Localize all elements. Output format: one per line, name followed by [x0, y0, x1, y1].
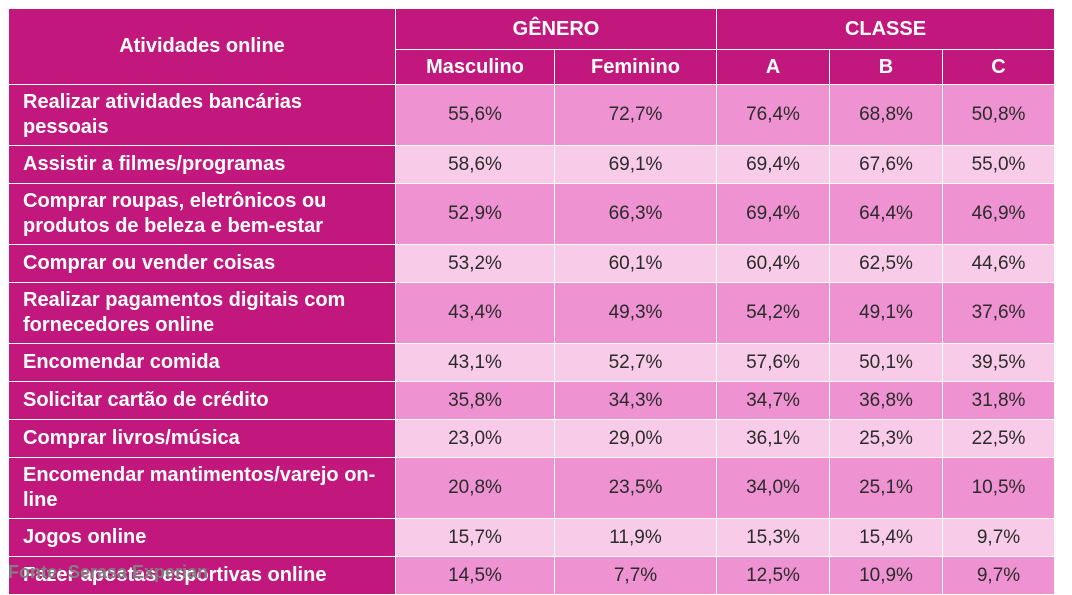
- value-cell-masculino: 20,8%: [395, 457, 555, 519]
- value-cell-feminino: 23,5%: [554, 457, 717, 519]
- table-body: Realizar atividades bancárias pessoais 55…: [8, 84, 1055, 595]
- value-cell-feminino: 69,1%: [554, 145, 717, 184]
- table-row: Encomendar comida 43,1% 52,7% 57,6% 50,1% 39,…: [8, 343, 1055, 382]
- value-cell-a: 69,4%: [716, 183, 830, 245]
- value-cell-masculino: 14,5%: [395, 556, 555, 595]
- value-cell-a: 60,4%: [716, 244, 830, 283]
- value-cell-feminino: 29,0%: [554, 419, 717, 458]
- value-cell-masculino: 52,9%: [395, 183, 555, 245]
- row-label-header: Atividades online: [8, 8, 396, 85]
- row-label: Comprar roupas, eletrônicos ou produtos …: [8, 183, 396, 245]
- value-cell-feminino: 49,3%: [554, 282, 717, 344]
- value-cell-feminino: 7,7%: [554, 556, 717, 595]
- value-cell-masculino: 43,4%: [395, 282, 555, 344]
- value-cell-b: 62,5%: [829, 244, 943, 283]
- row-label: Realizar pagamentos digitais com fornece…: [8, 282, 396, 344]
- value-cell-feminino: 66,3%: [554, 183, 717, 245]
- table-row: Comprar livros/música 23,0% 29,0% 36,1% 25,3…: [8, 419, 1055, 458]
- value-cell-a: 69,4%: [716, 145, 830, 184]
- table-row: Realizar pagamentos digitais com fornece…: [8, 282, 1055, 344]
- value-cell-feminino: 11,9%: [554, 518, 717, 557]
- row-label: Solicitar cartão de crédito: [8, 381, 396, 420]
- group-header-classe: CLASSE: [716, 8, 1055, 50]
- value-cell-feminino: 52,7%: [554, 343, 717, 382]
- value-cell-b: 25,3%: [829, 419, 943, 458]
- value-cell-c: 9,7%: [942, 556, 1055, 595]
- value-cell-masculino: 55,6%: [395, 84, 555, 146]
- value-cell-a: 54,2%: [716, 282, 830, 344]
- value-cell-c: 37,6%: [942, 282, 1055, 344]
- column-header-feminino: Feminino: [554, 49, 717, 85]
- value-cell-c: 10,5%: [942, 457, 1055, 519]
- value-cell-b: 67,6%: [829, 145, 943, 184]
- value-cell-masculino: 23,0%: [395, 419, 555, 458]
- value-cell-a: 34,7%: [716, 381, 830, 420]
- value-cell-feminino: 72,7%: [554, 84, 717, 146]
- value-cell-a: 15,3%: [716, 518, 830, 557]
- row-label: Fazer apostas esportivas online: [8, 556, 396, 595]
- column-header-a: A: [716, 49, 830, 85]
- value-cell-a: 34,0%: [716, 457, 830, 519]
- group-header-genero: GÊNERO: [395, 8, 717, 50]
- value-cell-b: 50,1%: [829, 343, 943, 382]
- table-row: Assistir a filmes/programas 58,6% 69,1% 69,…: [8, 145, 1055, 184]
- value-cell-b: 10,9%: [829, 556, 943, 595]
- value-cell-masculino: 58,6%: [395, 145, 555, 184]
- source-note: Fonte: Serasa Experian: [8, 562, 209, 582]
- row-label: Assistir a filmes/programas: [8, 145, 396, 184]
- column-header-b: B: [829, 49, 943, 85]
- activities-table: Atividades online GÊNERO CLASSE Masculin…: [8, 8, 1055, 595]
- value-cell-a: 57,6%: [716, 343, 830, 382]
- table-row: Realizar atividades bancárias pessoais 55…: [8, 84, 1055, 146]
- value-cell-c: 46,9%: [942, 183, 1055, 245]
- value-cell-c: 22,5%: [942, 419, 1055, 458]
- value-cell-c: 9,7%: [942, 518, 1055, 557]
- table-row: Comprar roupas, eletrônicos ou produtos …: [8, 183, 1055, 245]
- value-cell-c: 39,5%: [942, 343, 1055, 382]
- value-cell-a: 36,1%: [716, 419, 830, 458]
- value-cell-a: 12,5%: [716, 556, 830, 595]
- table-row: Jogos online 15,7% 11,9% 15,3% 15,4% 9,7%: [8, 518, 1055, 557]
- value-cell-c: 55,0%: [942, 145, 1055, 184]
- table-row: Fazer apostas esportivas online 14,5% 7,7%…: [8, 556, 1055, 595]
- value-cell-masculino: 35,8%: [395, 381, 555, 420]
- value-cell-c: 44,6%: [942, 244, 1055, 283]
- row-label: Comprar livros/música: [8, 419, 396, 458]
- value-cell-c: 50,8%: [942, 84, 1055, 146]
- value-cell-b: 36,8%: [829, 381, 943, 420]
- column-header-masculino: Masculino: [395, 49, 555, 85]
- row-label: Jogos online: [8, 518, 396, 557]
- value-cell-b: 64,4%: [829, 183, 943, 245]
- row-label: Comprar ou vender coisas: [8, 244, 396, 283]
- value-cell-b: 49,1%: [829, 282, 943, 344]
- value-cell-feminino: 34,3%: [554, 381, 717, 420]
- table-row: Comprar ou vender coisas 53,2% 60,1% 60,4% 6…: [8, 244, 1055, 283]
- value-cell-a: 76,4%: [716, 84, 830, 146]
- table-row: Encomendar mantimentos/varejo on-line 20,…: [8, 457, 1055, 519]
- row-label: Encomendar comida: [8, 343, 396, 382]
- value-cell-b: 68,8%: [829, 84, 943, 146]
- row-label: Encomendar mantimentos/varejo on-line: [8, 457, 396, 519]
- column-header-c: C: [942, 49, 1055, 85]
- value-cell-c: 31,8%: [942, 381, 1055, 420]
- activities-table-container: Atividades online GÊNERO CLASSE Masculin…: [8, 8, 1055, 595]
- value-cell-masculino: 53,2%: [395, 244, 555, 283]
- value-cell-masculino: 15,7%: [395, 518, 555, 557]
- value-cell-b: 25,1%: [829, 457, 943, 519]
- row-label: Realizar atividades bancárias pessoais: [8, 84, 396, 146]
- table-row: Solicitar cartão de crédito 35,8% 34,3% 34,…: [8, 381, 1055, 420]
- value-cell-masculino: 43,1%: [395, 343, 555, 382]
- value-cell-b: 15,4%: [829, 518, 943, 557]
- value-cell-feminino: 60,1%: [554, 244, 717, 283]
